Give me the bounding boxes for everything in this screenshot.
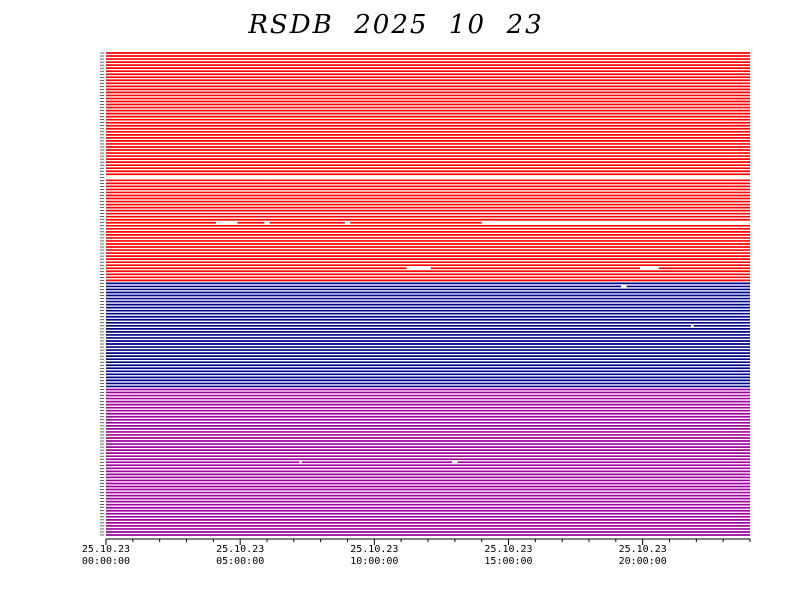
data-gap bbox=[264, 221, 270, 225]
x-tick-label-time: 05:00:00 bbox=[216, 556, 264, 567]
channel-lines bbox=[106, 52, 750, 536]
data-gap bbox=[264, 175, 750, 179]
data-gap bbox=[106, 175, 265, 179]
x-tick-label-date: 25.10.23 bbox=[484, 544, 532, 555]
data-gap bbox=[299, 460, 302, 464]
x-tick-label-date: 25.10.23 bbox=[82, 544, 130, 555]
x-tick-label-time: 20:00:00 bbox=[619, 556, 667, 567]
data-gap bbox=[452, 460, 458, 464]
x-tick-label-time: 00:00:00 bbox=[82, 556, 130, 567]
x-tick-label-time: 15:00:00 bbox=[484, 556, 532, 567]
data-gap bbox=[344, 221, 351, 225]
chart-title: RSDB 2025 10 23 bbox=[248, 10, 544, 40]
y-axis-ticks bbox=[100, 52, 104, 536]
data-gap bbox=[690, 324, 694, 328]
data-gaps bbox=[106, 175, 750, 464]
data-gap bbox=[639, 266, 659, 270]
x-tick-label-date: 25.10.23 bbox=[619, 544, 667, 555]
data-gap bbox=[216, 221, 238, 225]
data-gap bbox=[481, 221, 750, 225]
x-axis-ticks: 25.10.2300:00:0025.10.2305:00:0025.10.23… bbox=[82, 539, 751, 567]
x-tick-label-date: 25.10.23 bbox=[350, 544, 398, 555]
data-gap bbox=[621, 284, 627, 289]
data-gap bbox=[406, 266, 431, 270]
x-tick-label-time: 10:00:00 bbox=[350, 556, 398, 567]
x-tick-label-date: 25.10.23 bbox=[216, 544, 264, 555]
